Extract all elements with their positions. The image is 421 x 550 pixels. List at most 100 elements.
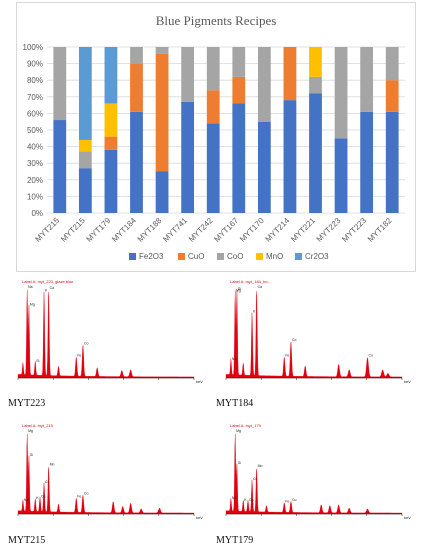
peak-label: Mn	[50, 463, 55, 467]
bar-segment-fe2o3	[104, 149, 118, 213]
peak-label: Na	[232, 496, 237, 500]
bar-segment-cuo	[155, 53, 169, 172]
spectrum-header: Label A: myt_215	[22, 423, 54, 428]
legend-entry: CuO	[188, 252, 204, 261]
x-tick-label: MYT242	[187, 216, 215, 244]
peak-label: Na	[232, 357, 237, 361]
spectrum-panel-myt215: Label A: myt_215 keV Na Mg Si K Ca Cr Mn Fe Co	[6, 418, 206, 530]
peak-label: Mg	[28, 429, 33, 433]
spectrum-label: MYT223	[8, 398, 46, 409]
bar-segment-fe2o3	[232, 103, 246, 213]
bar-segment-cuo	[104, 136, 118, 150]
bar-segment-fe2o3	[309, 93, 322, 213]
chart-panel: Blue Pigments Recipes 0% 10% 20% 30% 40% 50% 60…	[16, 2, 416, 272]
bar-segment-mno	[78, 139, 92, 152]
peak-label: Fe	[77, 354, 81, 358]
x-tick-label: MYT215	[33, 216, 61, 244]
peak-label: Mg	[30, 303, 35, 307]
peak-label: Fe	[285, 354, 289, 358]
spectrum-header: Label A: myt_179	[230, 423, 262, 428]
spectrum-panel-myt179: Label A: myt_179 keV Na Mg Si K Ca Cr Mn Fe Cu	[214, 418, 414, 530]
x-tick-label: MYT214	[264, 216, 292, 244]
peak-label: Cr	[253, 477, 258, 481]
bar-segment-fe2o3	[155, 171, 169, 213]
y-tick-label: 60%	[27, 109, 43, 118]
bar-segment-fe2o3	[53, 120, 67, 213]
peak-label: K	[45, 289, 48, 293]
spectrum-label: MYT184	[216, 398, 254, 409]
y-tick-label: 70%	[27, 93, 43, 102]
peak-label: Ca	[50, 286, 55, 290]
spectrum-header: Label A: myt_223, glaze blue	[22, 279, 74, 284]
bar-segment-coo	[309, 76, 322, 94]
x-tick-label: MYT221	[289, 216, 317, 244]
bar-segment-cuo	[283, 47, 297, 101]
x-tick-label: MYT223	[340, 216, 368, 244]
spectrum-plot: Label A: myt_179 keV Na Mg Si K Ca Cr Mn Fe Cu	[225, 423, 411, 520]
peak-label: Na	[24, 498, 29, 502]
bar-segment-coo	[206, 47, 220, 91]
stacked-bar-chart: Blue Pigments Recipes 0% 10% 20% 30% 40% 50% 60…	[23, 13, 405, 261]
spectrum-label: MYT179	[216, 535, 254, 546]
peak-label: Si	[238, 461, 241, 465]
axis-unit: keV	[196, 515, 203, 520]
y-tick-label: 10%	[27, 192, 43, 201]
legend-swatch	[178, 253, 185, 260]
peak-label: Mg	[236, 429, 241, 433]
x-tick-label: MYT170	[238, 216, 266, 244]
bar-segment-coo	[155, 47, 169, 54]
peak-label: Ca	[249, 498, 254, 502]
bar-segment-cr2o3	[104, 47, 118, 104]
bar-segment-coo	[130, 47, 143, 64]
peak-label: K	[253, 310, 256, 314]
y-tick-label: 100%	[23, 43, 43, 52]
x-tick-label: MYT741	[161, 216, 189, 244]
bar-segment-coo	[232, 47, 246, 77]
peak-label: Fe	[77, 495, 81, 499]
axis-unit: keV	[196, 379, 203, 384]
x-tick-label: MYT188	[136, 216, 164, 244]
x-tick-label: MYT223	[315, 216, 343, 244]
spectrum-label: MYT215	[8, 535, 46, 546]
y-tick-label: 20%	[27, 176, 43, 185]
spectrum-trace	[225, 433, 403, 515]
spectrum-panel-myt223: Label A: myt_223, glaze blue keV Na Mg Si K Ca…	[6, 274, 206, 394]
peak-label: Co	[84, 341, 89, 345]
bar-segment-cuo	[206, 90, 220, 124]
y-tick-label: 80%	[27, 76, 43, 85]
y-tick-label: 30%	[27, 159, 43, 168]
peak-label: Si	[238, 287, 241, 291]
peak-label: Na	[28, 285, 33, 289]
peak-label: K	[36, 496, 39, 500]
x-tick-label: MYT182	[366, 216, 394, 244]
bar-segment-coo	[334, 47, 348, 139]
peak-label: Cu	[292, 498, 297, 502]
x-tick-label: MYT215	[59, 216, 87, 244]
bar-segment-mno	[309, 47, 322, 77]
spectrum-plot: Label A: myt_223, glaze blue keV Na Mg Si KCa…	[17, 279, 203, 384]
peak-label: Mg	[236, 289, 241, 293]
chart-title: Blue Pigments Recipes	[156, 13, 277, 28]
x-tick-label: MYT167	[212, 216, 240, 244]
y-tick-label: 40%	[27, 143, 43, 152]
bar-segment-fe2o3	[78, 168, 92, 213]
x-tick-label: MYT179	[85, 216, 113, 244]
legend-swatch	[256, 253, 263, 260]
bar-segment-coo	[78, 151, 92, 169]
spectrum-trace	[17, 433, 195, 515]
bar-segment-coo	[53, 47, 67, 121]
peak-label: K	[244, 498, 247, 502]
legend-swatch	[217, 253, 224, 260]
bar-segment-coo	[385, 47, 399, 81]
spectrum-trace	[17, 289, 195, 379]
bar-segment-fe2o3	[130, 111, 143, 213]
peak-label: Ca	[258, 285, 263, 289]
peak-label: Ca	[41, 495, 46, 499]
peak-label: Cu	[369, 354, 374, 358]
y-tick-label: 90%	[27, 60, 43, 69]
bar-segment-fe2o3	[181, 101, 195, 213]
bar-segment-fe2o3	[257, 121, 271, 213]
y-tick-label: 0%	[31, 209, 43, 218]
